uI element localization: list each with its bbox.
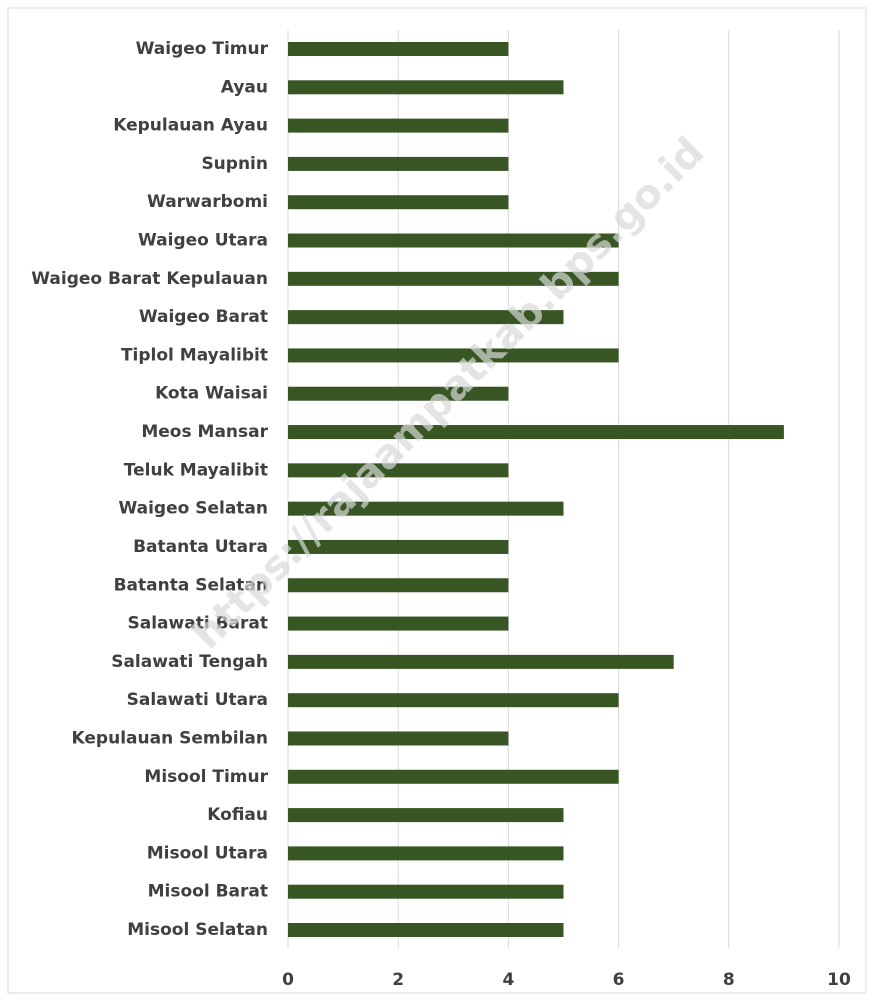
y-tick-label: Teluk Mayalibit — [124, 460, 268, 480]
x-tick-label: 10 — [827, 970, 851, 990]
bar — [288, 731, 509, 746]
y-tick-label: Tiplol Mayalibit — [121, 345, 268, 365]
bar — [288, 80, 564, 95]
bar — [288, 42, 509, 56]
bar — [288, 425, 784, 440]
bar — [288, 310, 564, 325]
bar — [288, 578, 509, 593]
bar — [288, 348, 619, 363]
bar — [288, 846, 564, 861]
x-tick-label: 4 — [502, 970, 514, 990]
y-tick-label: Kepulauan Sembilan — [72, 728, 268, 748]
y-tick-label: Salawati Barat — [128, 614, 268, 634]
y-tick-label: Misool Barat — [148, 882, 268, 902]
y-tick-label: Waigeo Barat Kepulauan — [31, 269, 268, 289]
y-tick-label: Waigeo Selatan — [118, 499, 268, 519]
x-tick-label: 0 — [282, 970, 294, 990]
y-tick-label: Waigeo Barat — [139, 307, 268, 327]
y-tick-label: Kofiau — [207, 805, 268, 825]
bar — [288, 386, 509, 401]
bar — [288, 693, 619, 708]
bar — [288, 118, 509, 133]
y-tick-label: Salawati Tengah — [111, 652, 268, 672]
bar — [288, 808, 564, 823]
y-tick-label: Batanta Selatan — [114, 575, 268, 595]
bar — [288, 923, 564, 937]
bar — [288, 654, 674, 669]
y-tick-label: Misool Selatan — [127, 920, 268, 940]
y-tick-label: Supnin — [201, 154, 268, 174]
x-tick-label: 8 — [723, 970, 735, 990]
y-tick-label: Meos Mansar — [141, 422, 268, 442]
bar — [288, 884, 564, 899]
bar — [288, 501, 564, 516]
y-tick-label: Waigeo Utara — [138, 231, 268, 251]
bar — [288, 463, 509, 478]
y-tick-label: Salawati Utara — [127, 690, 268, 710]
bar — [288, 539, 509, 554]
x-tick-label: 2 — [392, 970, 404, 990]
y-tick-label: Warwarbomi — [147, 192, 268, 212]
bar — [288, 769, 619, 784]
bar — [288, 271, 619, 286]
bar — [288, 195, 509, 210]
bar — [288, 616, 509, 631]
y-tick-label: Misool Utara — [147, 843, 268, 863]
x-tick-label: 6 — [613, 970, 625, 990]
y-tick-label: Batanta Utara — [133, 537, 268, 557]
y-tick-label: Kota Waisai — [155, 384, 268, 404]
y-tick-label: Kepulauan Ayau — [113, 116, 268, 136]
bar — [288, 233, 619, 248]
y-tick-label: Ayau — [221, 77, 268, 97]
y-tick-label: Misool Timur — [144, 767, 268, 787]
chart-border — [7, 7, 867, 994]
bar — [288, 156, 509, 171]
y-tick-label: Waigeo Timur — [136, 39, 269, 59]
